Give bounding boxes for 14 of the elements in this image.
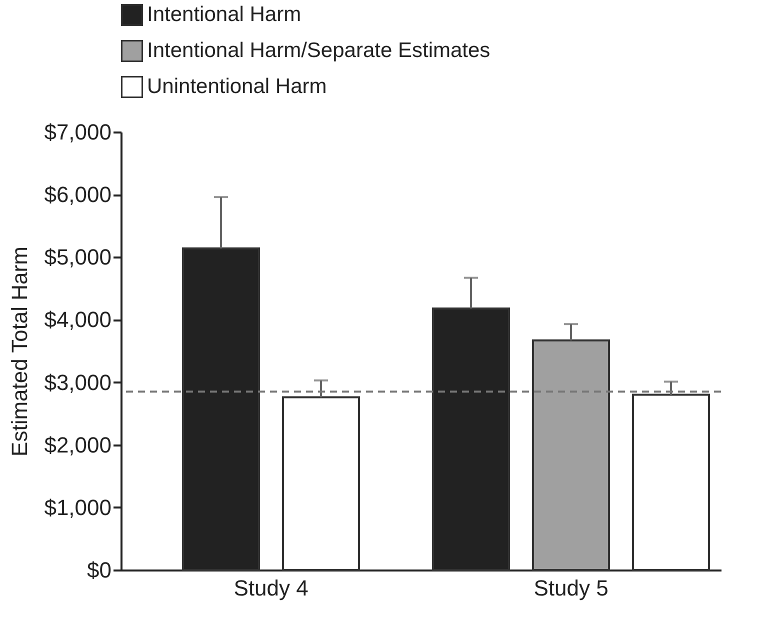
y-tick-label: $4,000 bbox=[44, 307, 112, 332]
y-tick-label: $3,000 bbox=[44, 370, 112, 395]
y-tick-label: $2,000 bbox=[44, 432, 112, 458]
x-tick-label: Study 5 bbox=[534, 576, 608, 600]
y-tick-label: $6,000 bbox=[44, 182, 112, 208]
legend-label: Intentional Harm/Separate Estimates bbox=[147, 39, 490, 62]
x-tick-label: Study 4 bbox=[234, 576, 308, 600]
y-tick-label: $7,000 bbox=[44, 120, 112, 144]
legend-label: Unintentional Harm bbox=[147, 75, 327, 98]
y-axis-title: Estimated Total Harm bbox=[7, 246, 32, 456]
legend-label: Intentional Harm bbox=[147, 3, 302, 26]
y-tick-label: $0 bbox=[87, 558, 112, 582]
y-tick-label: $1,000 bbox=[44, 494, 112, 520]
y-tick-label: $5,000 bbox=[44, 244, 112, 270]
